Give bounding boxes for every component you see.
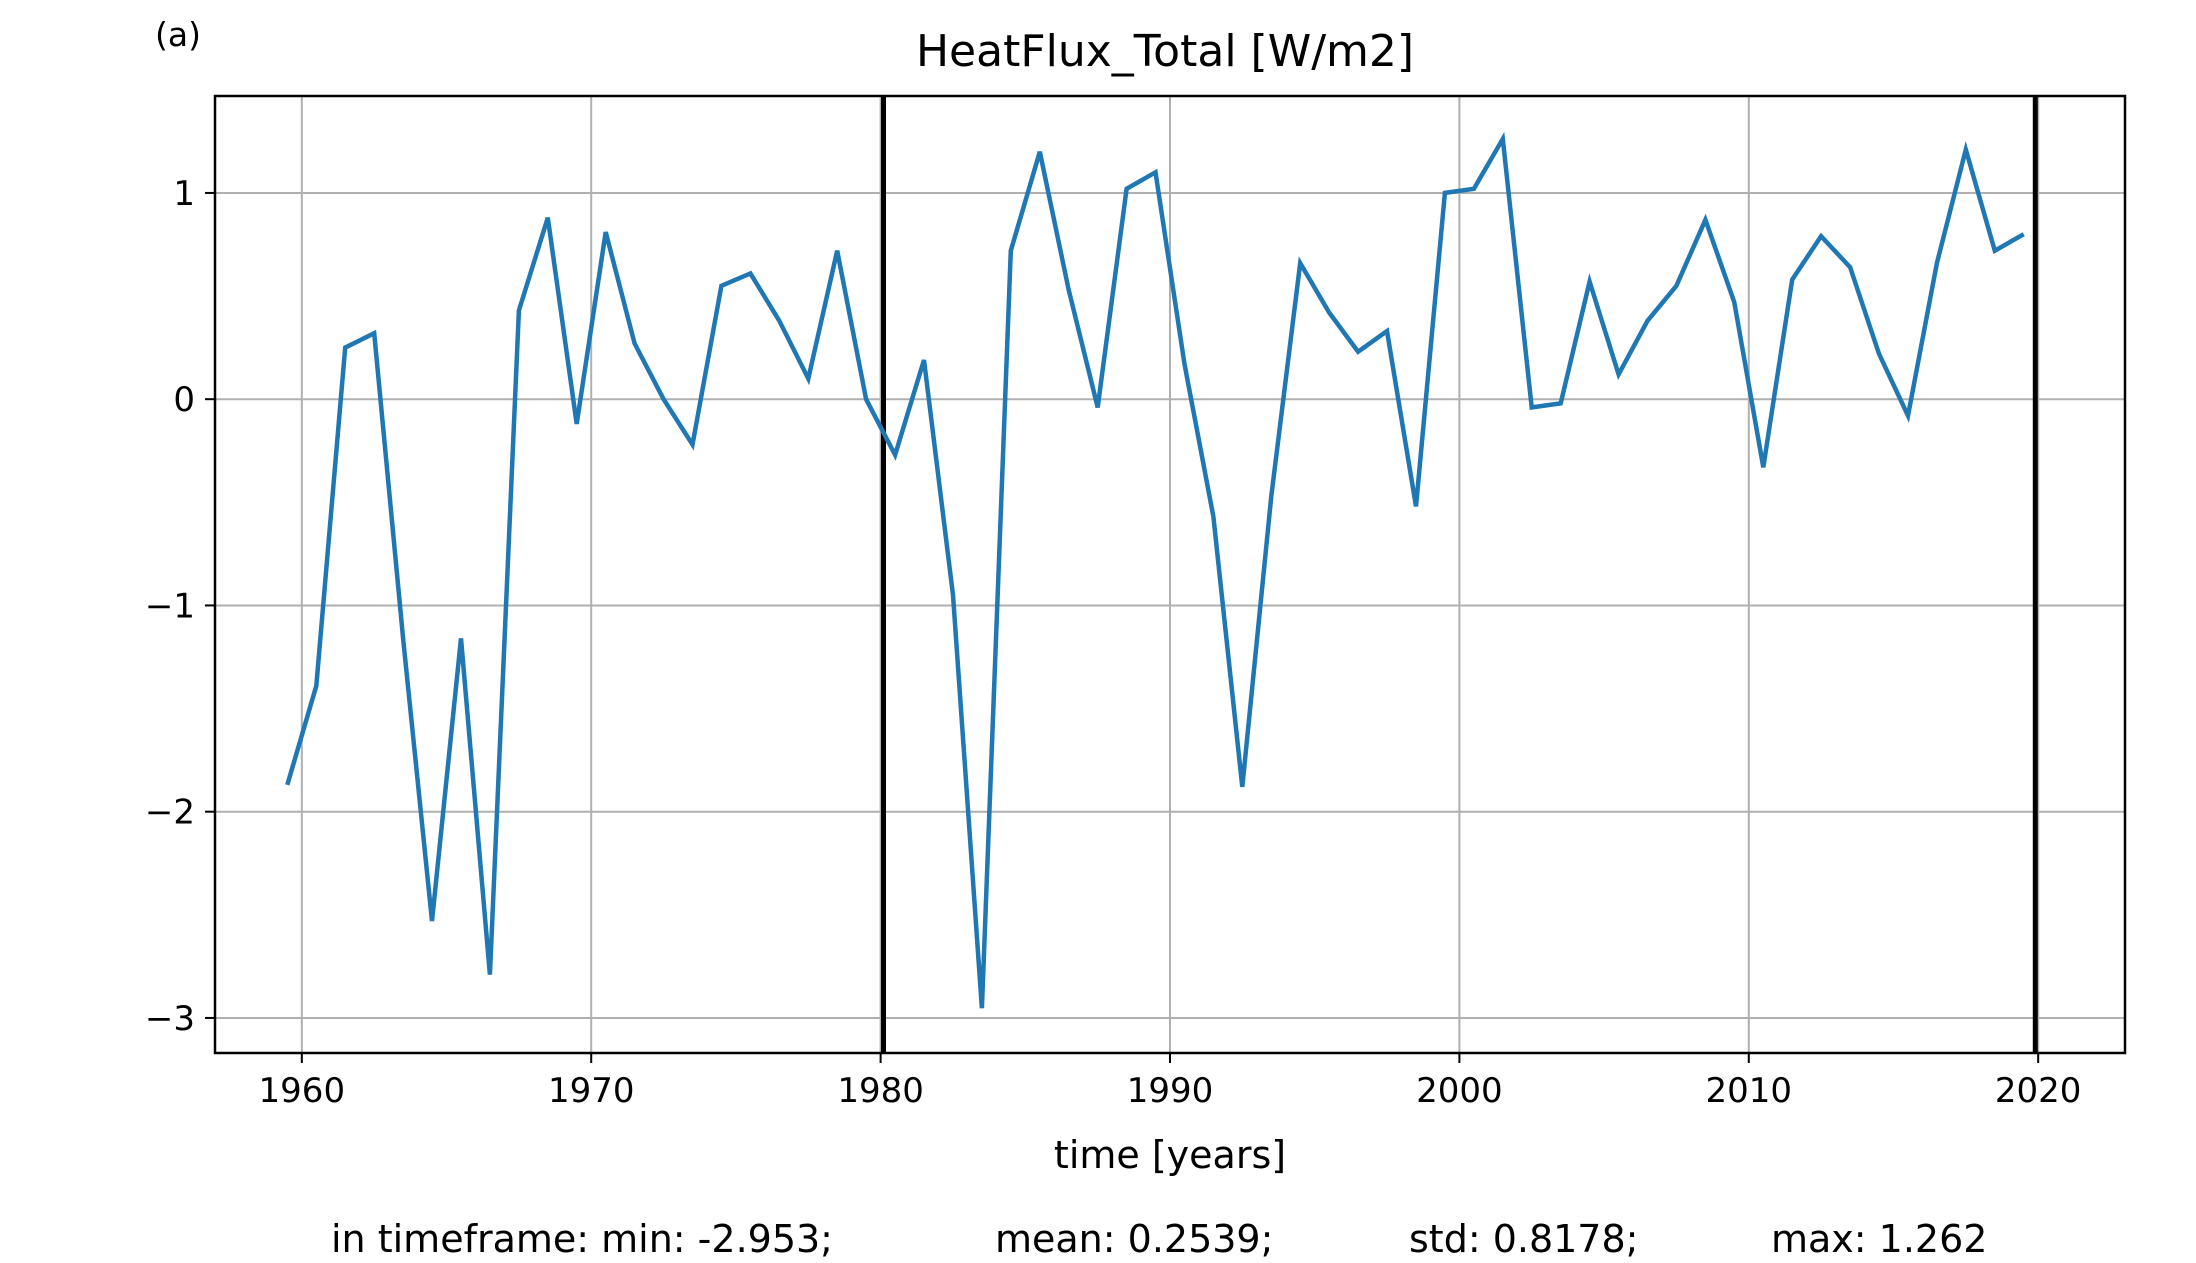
stat-std: std: 0.8178; [1409, 1217, 1638, 1261]
series-line [285, 131, 2025, 1009]
x-tick-label: 1990 [1127, 1071, 1214, 1111]
y-tick-label: 0 [173, 380, 195, 420]
panel-label: (a) [155, 15, 201, 54]
stat-mean: mean: 0.2539; [995, 1217, 1273, 1261]
x-tick-label: 2010 [1706, 1071, 1793, 1111]
x-tick-label: 1970 [548, 1071, 635, 1111]
grid [215, 96, 2125, 1053]
stat-max: max: 1.262 [1771, 1217, 1987, 1261]
x-axis-label: time [years] [1054, 1133, 1286, 1177]
vertical-markers [881, 96, 2038, 1053]
x-axis-ticks: 1960 1970 1980 1990 2000 2010 2020 [259, 1053, 2082, 1111]
y-tick-label: −3 [145, 999, 195, 1039]
y-tick-label: 1 [173, 174, 195, 214]
chart-title: HeatFlux_Total [W/m2] [916, 26, 1414, 77]
x-tick-label: 1980 [837, 1071, 924, 1111]
stat-min: in timeframe: min: -2.953; [331, 1217, 833, 1261]
series-layer [285, 131, 2025, 1009]
x-tick-label: 2020 [1995, 1071, 2082, 1111]
x-tick-label: 2000 [1416, 1071, 1503, 1111]
x-tick-label: 1960 [259, 1071, 346, 1111]
y-tick-label: −1 [145, 586, 195, 626]
y-axis-ticks: −3 −2 −1 0 1 [145, 174, 215, 1039]
y-tick-label: −2 [145, 793, 195, 833]
